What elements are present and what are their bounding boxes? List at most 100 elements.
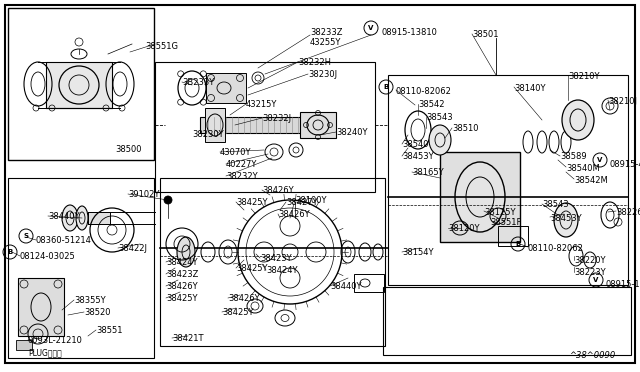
Bar (206, 73, 246, 103)
Text: 38501: 38501 (472, 30, 499, 39)
Text: 38422J: 38422J (118, 244, 147, 253)
Text: 38425Y: 38425Y (166, 294, 198, 303)
Text: 38424Y: 38424Y (166, 258, 198, 267)
Text: 38230Y: 38230Y (192, 130, 223, 139)
Text: 38500: 38500 (115, 145, 141, 154)
Text: 38426Y: 38426Y (166, 282, 198, 291)
Text: 38426Y: 38426Y (262, 186, 294, 195)
Ellipse shape (562, 100, 594, 140)
Bar (300, 112, 336, 138)
Text: 08915-13810: 08915-13810 (382, 28, 438, 37)
Text: S: S (24, 233, 29, 239)
Text: 38220Y: 38220Y (574, 256, 605, 265)
Text: 08124-03025: 08124-03025 (20, 252, 76, 261)
Bar (18, 278, 64, 336)
Text: 38589: 38589 (560, 152, 587, 161)
Text: 38423Y: 38423Y (260, 254, 292, 263)
Text: 38440Y: 38440Y (330, 282, 362, 291)
Bar (440, 152, 520, 242)
Bar (46, 62, 112, 108)
Text: 38232Y: 38232Y (226, 172, 258, 181)
Text: 38223Y: 38223Y (574, 268, 605, 277)
Text: 38125Y: 38125Y (484, 208, 515, 217)
Text: 08110-82062: 08110-82062 (528, 244, 584, 253)
Text: V: V (593, 277, 598, 283)
Text: 38230J: 38230J (308, 70, 337, 79)
Text: 38540M: 38540M (566, 164, 600, 173)
Bar (354, 274, 384, 292)
Text: 0093L-21210: 0093L-21210 (28, 336, 83, 345)
Bar (16, 340, 32, 350)
Text: 38355Y: 38355Y (74, 296, 106, 305)
Ellipse shape (455, 162, 505, 232)
Text: 38425Y: 38425Y (236, 198, 268, 207)
Bar (388, 75, 628, 285)
Text: 39102Y: 39102Y (128, 190, 159, 199)
Text: 38551: 38551 (96, 326, 122, 335)
Ellipse shape (554, 203, 578, 237)
Text: 3B233Y: 3B233Y (182, 78, 214, 87)
Circle shape (164, 196, 172, 204)
Ellipse shape (177, 237, 195, 267)
Text: 38424Y: 38424Y (266, 266, 298, 275)
Bar (8, 178, 154, 358)
Text: 38210J: 38210J (608, 97, 637, 106)
Bar (8, 8, 154, 160)
Text: 40227Y: 40227Y (226, 160, 257, 169)
Text: V: V (597, 157, 603, 163)
Text: 38425Y: 38425Y (222, 308, 253, 317)
Bar (498, 226, 528, 246)
Text: 38543: 38543 (542, 200, 568, 209)
Text: 38154Y: 38154Y (402, 248, 433, 257)
Text: 38542M: 38542M (574, 176, 608, 185)
Text: 38140Y: 38140Y (514, 84, 545, 93)
Text: ^38^0090: ^38^0090 (569, 351, 615, 360)
Text: 38240Y: 38240Y (336, 128, 367, 137)
Text: 38120Y: 38120Y (448, 224, 479, 233)
Text: 43070Y: 43070Y (220, 148, 252, 157)
Text: 38425Y: 38425Y (236, 264, 268, 273)
Ellipse shape (76, 206, 88, 230)
Text: 08110-82062: 08110-82062 (396, 87, 452, 96)
Text: PLUGプラグ: PLUGプラグ (28, 348, 61, 357)
Bar (155, 62, 375, 192)
Text: 38426Y: 38426Y (278, 210, 310, 219)
Text: 38440Y: 38440Y (48, 212, 79, 221)
Text: 38453Y: 38453Y (550, 214, 582, 223)
Text: 38426Y: 38426Y (228, 294, 260, 303)
Text: 38232H: 38232H (298, 58, 331, 67)
Text: 38543: 38543 (426, 113, 452, 122)
Text: 38542: 38542 (418, 100, 445, 109)
Text: B: B (515, 241, 520, 247)
Ellipse shape (429, 125, 451, 155)
Bar (160, 178, 385, 346)
Text: 43215Y: 43215Y (246, 100, 277, 109)
Bar (205, 108, 225, 142)
Text: 38520: 38520 (84, 308, 111, 317)
Text: 38165Y: 38165Y (412, 168, 444, 177)
Text: 38233Z: 38233Z (310, 28, 342, 37)
Bar (200, 117, 310, 133)
Text: 38100Y: 38100Y (295, 196, 326, 205)
Text: 43255Y: 43255Y (310, 38, 341, 47)
Ellipse shape (62, 205, 78, 231)
Text: 38226Y: 38226Y (616, 208, 640, 217)
Text: 38551F: 38551F (490, 218, 522, 227)
Text: 08915-14000: 08915-14000 (606, 280, 640, 289)
Text: 38423Z: 38423Z (166, 270, 198, 279)
Text: 38427Y: 38427Y (286, 198, 317, 207)
Text: 38421T: 38421T (172, 334, 204, 343)
Text: 38210Y: 38210Y (568, 72, 600, 81)
Text: B: B (383, 84, 388, 90)
Text: B: B (8, 249, 13, 255)
Bar (383, 287, 631, 355)
Bar (88, 212, 110, 224)
Text: 38551G: 38551G (145, 42, 178, 51)
Text: 38232J: 38232J (262, 114, 291, 123)
Text: 38453Y: 38453Y (402, 152, 434, 161)
Text: 38510: 38510 (452, 124, 479, 133)
Text: 08360-51214: 08360-51214 (36, 236, 92, 245)
Text: 38540: 38540 (402, 140, 429, 149)
Text: 08915-44000: 08915-44000 (610, 160, 640, 169)
Text: V: V (368, 25, 374, 31)
